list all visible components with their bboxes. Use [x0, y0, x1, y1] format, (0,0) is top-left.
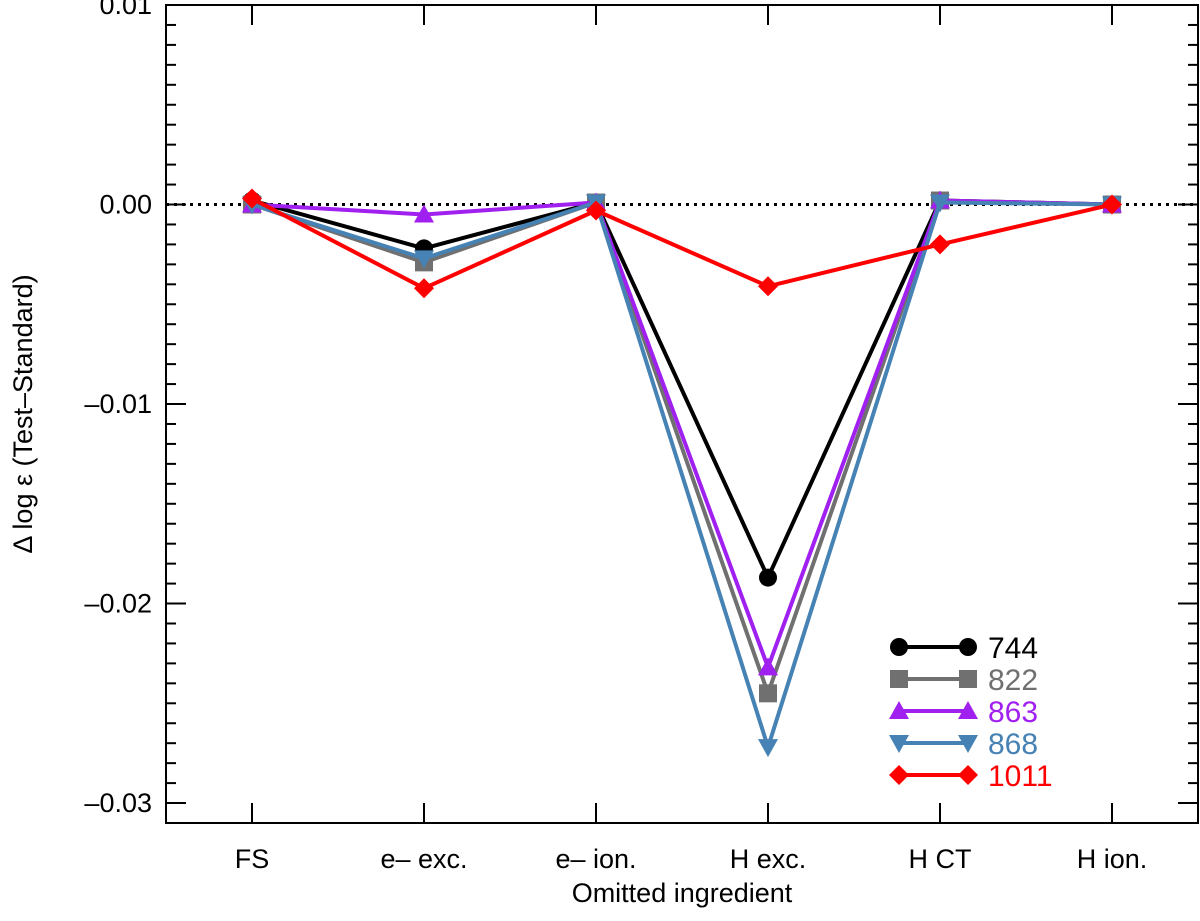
legend-item-868: 868 [889, 728, 1038, 761]
legend-marker [958, 735, 978, 753]
legend-label: 868 [988, 728, 1038, 761]
legend-label: 822 [988, 664, 1038, 697]
data-point-744 [759, 568, 777, 587]
legend-item-822: 822 [890, 664, 1038, 697]
series-line-744 [251, 198, 1113, 583]
data-point-822 [759, 684, 777, 703]
plot-frame [165, 4, 1199, 824]
series-822 [243, 191, 1121, 703]
y-tick-label: –0.02 [84, 589, 152, 619]
legend-marker [958, 701, 978, 719]
legend-item-744: 744 [890, 632, 1038, 665]
x-tick-label: H exc. [730, 844, 807, 874]
legend-item-863: 863 [889, 696, 1038, 729]
data-point-868 [414, 250, 434, 269]
y-tick-label: –0.01 [84, 389, 152, 419]
data-point-1011 [1102, 194, 1122, 215]
axis-ticks [166, 4, 1198, 824]
x-tick-label: FS [235, 844, 270, 874]
data-point-863 [414, 204, 434, 223]
y-tick-label: 0.00 [99, 190, 152, 220]
series-line-863 [251, 198, 1113, 674]
axis-labels: 0.01 0.00 –0.01 –0.02 –0.03 FS e– exc. e– ion. H… [84, 0, 1147, 874]
series-744 [243, 191, 1121, 587]
legend-label: 744 [988, 632, 1038, 665]
legend-marker [889, 765, 909, 785]
series-line-822 [251, 198, 1113, 700]
y-tick-label: –0.03 [84, 788, 152, 818]
x-tick-label: e– exc. [380, 844, 467, 874]
legend-marker [959, 670, 977, 688]
y-axis-title: Δ log ε (Test–Standard) [8, 274, 38, 553]
legend-marker [958, 765, 978, 785]
legend-label: 863 [988, 696, 1038, 729]
series-1011 [242, 188, 1122, 299]
series-layer [242, 188, 1122, 758]
x-tick-label: e– ion. [555, 844, 636, 874]
legend-item-1011: 1011 [889, 760, 1053, 793]
legend-marker [889, 735, 909, 753]
y-tick-label: 0.01 [99, 0, 152, 20]
series-line-1011 [251, 196, 1113, 291]
data-point-868 [758, 739, 778, 758]
data-point-1011 [242, 188, 262, 209]
data-point-1011 [930, 234, 950, 255]
legend-marker [889, 701, 909, 719]
data-point-863 [758, 657, 778, 676]
legend-marker [890, 638, 908, 656]
legend-label: 1011 [988, 760, 1053, 793]
series-line-868 [251, 199, 1113, 754]
data-point-1011 [586, 200, 606, 221]
x-tick-label: H CT [909, 844, 972, 874]
legend-marker [890, 670, 908, 688]
data-point-1011 [758, 276, 778, 297]
x-tick-label: H ion. [1077, 844, 1148, 874]
legend-marker [959, 638, 977, 656]
data-point-868 [930, 194, 950, 213]
x-axis-title: Omitted ingredient [572, 878, 793, 908]
data-point-1011 [414, 278, 434, 299]
